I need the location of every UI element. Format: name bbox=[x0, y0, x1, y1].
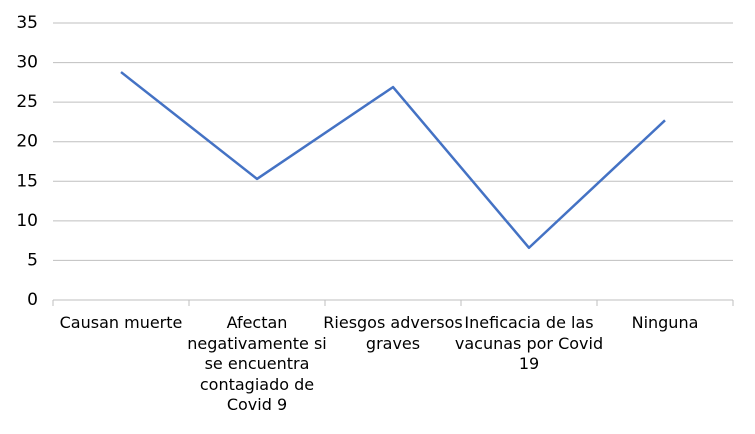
y-tick-label: 25 bbox=[16, 92, 38, 112]
y-tick-label: 20 bbox=[16, 132, 38, 152]
y-tick-label: 0 bbox=[27, 290, 38, 310]
x-tick-label: Causan muerte bbox=[59, 313, 183, 332]
x-tick-label: Ninguna bbox=[631, 313, 699, 332]
y-tick-label: 5 bbox=[27, 250, 38, 270]
y-tick-label: 15 bbox=[16, 171, 38, 191]
x-tick-label: Afectan negativamente si se encuentra co… bbox=[187, 313, 327, 414]
line bbox=[120, 71, 666, 250]
y-tick-label: 35 bbox=[16, 13, 38, 33]
x-tick-label: Riesgos adversos graves bbox=[323, 313, 463, 353]
x-tick-label: Ineficacia de las vacunas por Covid 19 bbox=[454, 313, 604, 373]
y-tick-label: 30 bbox=[16, 53, 38, 73]
y-tick-label: 10 bbox=[16, 211, 38, 231]
